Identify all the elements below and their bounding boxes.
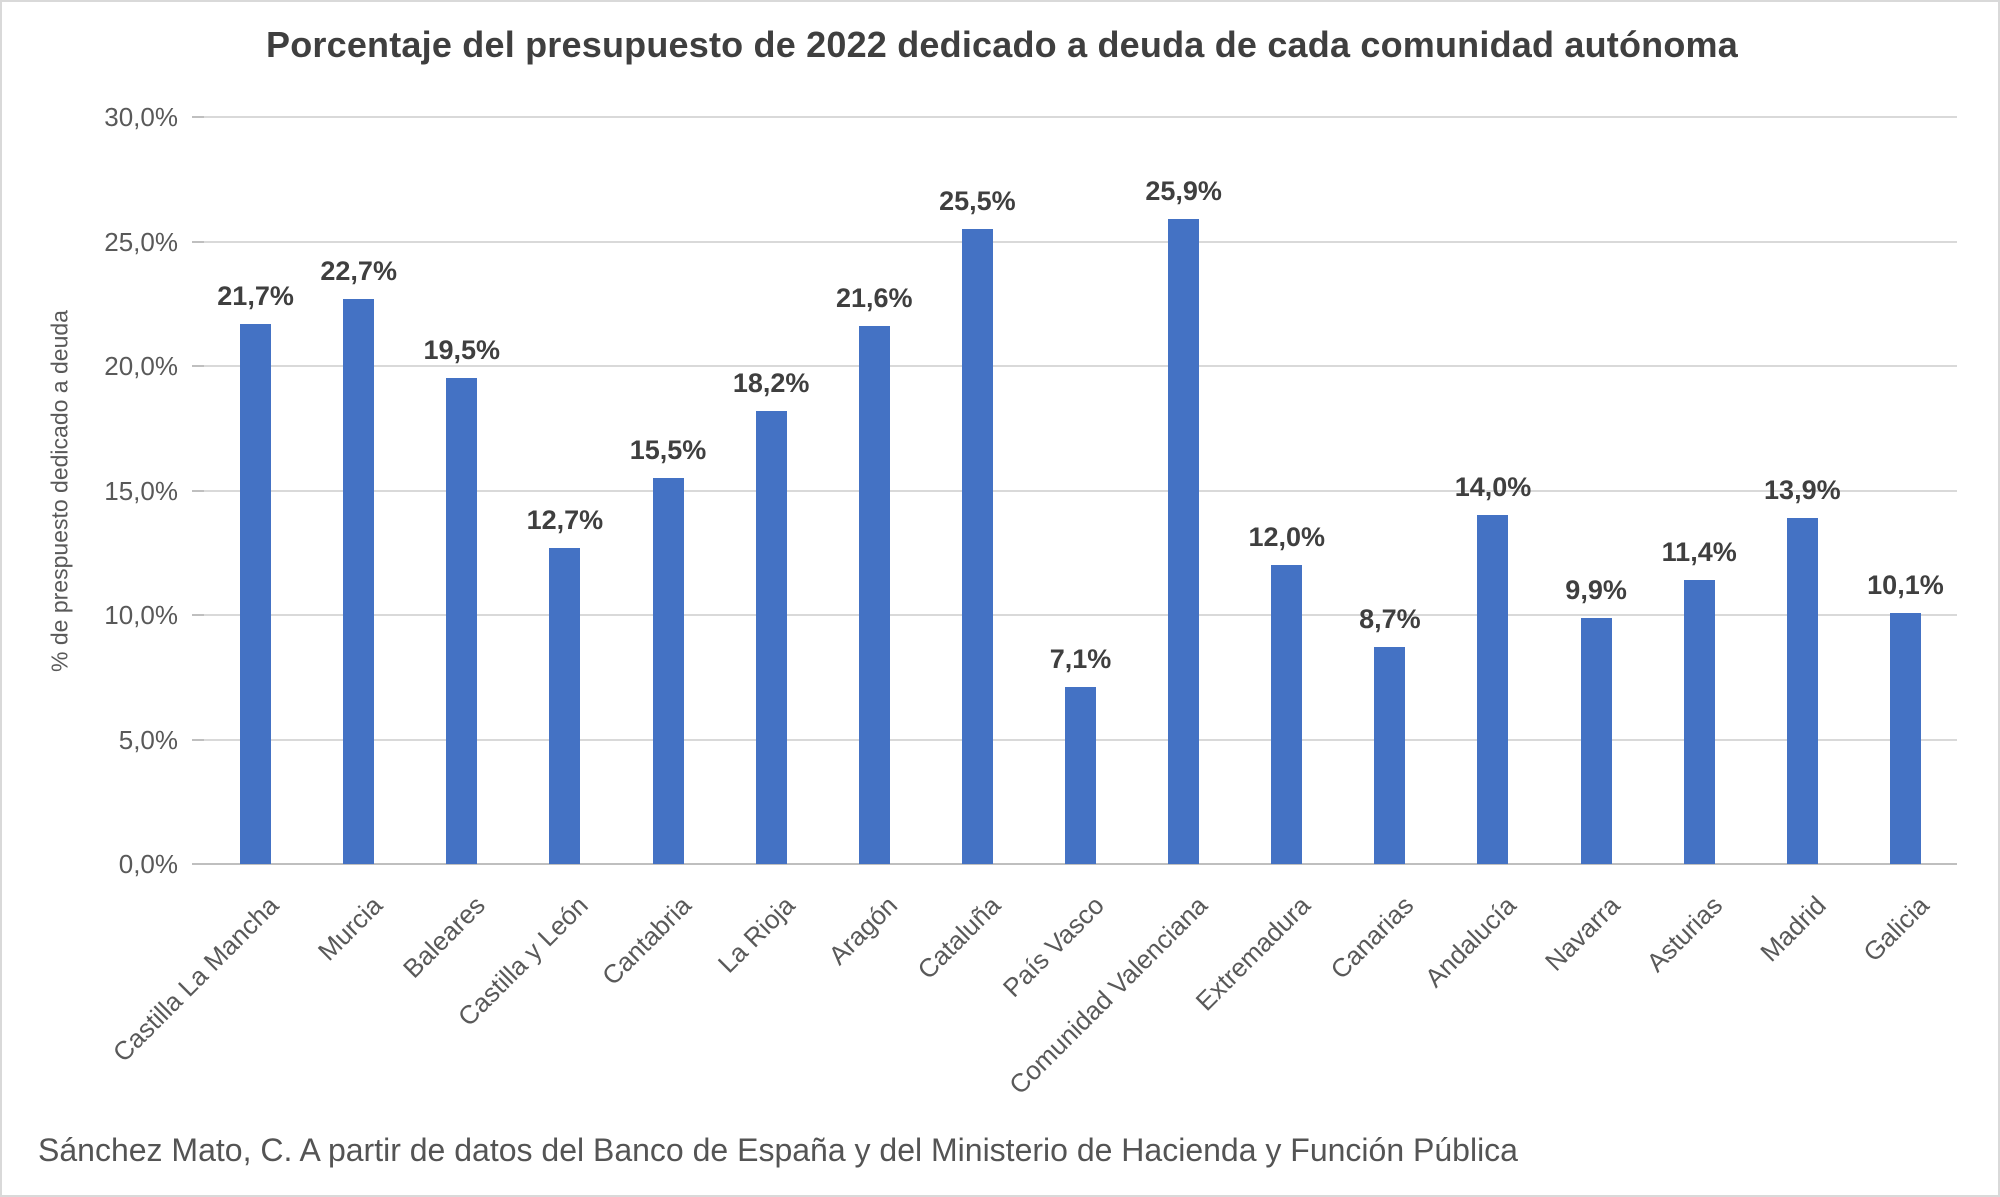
x-tick-label-text: Asturias (1640, 890, 1729, 978)
plot-area: 21,7% 22,7% 19,5% 12,7% 15,5% 18,2% 21,6% 25,5%… (204, 116, 1957, 865)
bar (1168, 219, 1200, 864)
y-tick-label: 25,0% (104, 226, 178, 257)
x-tick-label-text: Baleares (397, 890, 491, 984)
x-tick-label-text: Cantabria (596, 890, 698, 991)
chart-title: Porcentaje del presupuesto de 2022 dedic… (266, 24, 1738, 65)
bar (1065, 687, 1096, 864)
source-attribution: Sánchez Mato, C. A partir de datos del B… (38, 1132, 1518, 1168)
bar-value-label: 21,6% (835, 283, 913, 314)
bar (1271, 565, 1303, 864)
y-tick-label: 20,0% (104, 351, 178, 381)
x-tick-label-text: Galicia (1857, 890, 1935, 968)
x-tick-label-text: Castilla La Mancha (107, 890, 285, 1068)
y-tick-mark (192, 489, 204, 492)
y-tick-mark (192, 240, 204, 243)
bar (652, 478, 684, 864)
y-tick-mark (192, 365, 204, 367)
y-tick-mark (192, 738, 204, 741)
bar-value-label: 22,7% (320, 255, 397, 286)
x-tick-label-text: Andalucía (1419, 890, 1523, 993)
gridline (204, 489, 1957, 492)
gridline (204, 365, 1957, 367)
x-tick-label-text: Murcia (311, 890, 388, 967)
bar (1889, 612, 1921, 864)
bar-value-label: 21,7% (217, 280, 294, 311)
bar-value-label: 18,2% (732, 367, 810, 398)
bar (1683, 580, 1715, 864)
y-tick-label: 15,0% (104, 475, 178, 506)
x-tick-label-text: País Vasco (996, 890, 1110, 1003)
bar-value-label: 8,7% (1359, 604, 1421, 635)
bar-value-label: 12,0% (1248, 522, 1326, 553)
x-tick-label-text: Navarra (1538, 890, 1626, 977)
y-tick-label: 30,0% (104, 102, 178, 132)
bar (549, 547, 581, 864)
gridline (204, 240, 1957, 243)
bar (858, 326, 890, 864)
bar (1786, 517, 1818, 864)
y-tick-label: 0,0% (118, 849, 178, 879)
bar-value-label: 25,9% (1145, 176, 1222, 207)
bar (1580, 617, 1612, 864)
bar-value-label: 9,9% (1565, 574, 1627, 605)
x-tick-label-text: Madrid (1754, 890, 1832, 968)
x-tick-label-text: Aragón (822, 890, 904, 971)
x-axis-line (204, 863, 1957, 865)
y-tick-mark (192, 863, 204, 865)
y-tick-mark (192, 614, 204, 616)
bar (240, 323, 272, 864)
bar-value-label: 7,1% (1049, 644, 1112, 675)
x-tick-label-text: Cataluña (911, 890, 1007, 985)
bar (343, 298, 375, 864)
bar (1374, 647, 1406, 864)
y-tick-mark (192, 116, 204, 118)
y-tick-label: 10,0% (104, 600, 178, 630)
bar-value-label: 14,0% (1454, 472, 1532, 503)
bar-value-label: 25,5% (939, 186, 1016, 217)
bar (961, 229, 993, 864)
bar-value-label: 12,7% (526, 504, 604, 535)
bar (755, 410, 787, 864)
bar-value-label: 10,1% (1867, 569, 1944, 600)
x-tick-label-text: Canarias (1324, 890, 1420, 985)
bar-value-label: 15,5% (629, 435, 707, 466)
bar (1477, 515, 1509, 864)
gridline (204, 614, 1957, 616)
bar (446, 378, 478, 864)
y-tick-label: 5,0% (118, 724, 178, 755)
bar-value-label: 13,9% (1764, 474, 1841, 505)
x-tick-label-text: La Rioja (711, 890, 801, 979)
x-tick-label-text: Comunidad Valenciana (1002, 890, 1213, 1100)
x-axis-labels: Castilla La Mancha Murcia Baleares Castilla… (107, 864, 1957, 1114)
bar-value-label: 11,4% (1661, 537, 1737, 568)
bar-value-label: 19,5% (423, 335, 501, 366)
gridline (204, 116, 1957, 118)
